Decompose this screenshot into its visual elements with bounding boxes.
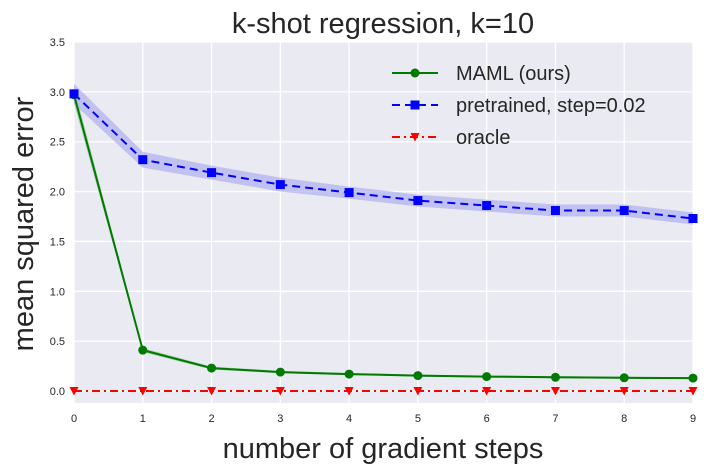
data-point [138, 155, 148, 165]
legend-label: pretrained, step=0.02 [456, 95, 646, 117]
y-axis-label: mean squared error [8, 96, 40, 351]
data-point [275, 387, 285, 396]
x-tick-label: 1 [140, 413, 146, 425]
y-tick-label: 0.5 [50, 336, 65, 348]
x-tick-label: 6 [484, 413, 490, 425]
data-point [550, 387, 560, 396]
data-point [482, 201, 492, 211]
x-tick-label: 7 [552, 413, 558, 425]
data-point [275, 367, 285, 377]
legend-marker [410, 68, 420, 78]
data-point [619, 387, 629, 396]
y-tick-label: 1.5 [50, 236, 65, 248]
data-point [482, 372, 492, 382]
data-point [69, 387, 79, 396]
y-tick-label: 3.0 [50, 87, 65, 99]
legend-marker [410, 100, 420, 110]
data-point [619, 373, 629, 383]
x-tick-label: 2 [208, 413, 214, 425]
data-point [138, 387, 148, 396]
x-axis-label: number of gradient steps [223, 433, 544, 465]
data-point [688, 214, 698, 224]
legend-label: oracle [456, 127, 510, 149]
series-line [73, 94, 694, 380]
x-tick-label: 4 [346, 413, 352, 425]
series-lines [73, 93, 694, 393]
plot-area [74, 42, 693, 403]
x-tick-label: 3 [277, 413, 283, 425]
x-tick-label: 0 [71, 413, 77, 425]
series-line [73, 93, 694, 220]
data-point [69, 89, 79, 99]
x-tick-label: 8 [621, 413, 627, 425]
data-point [207, 168, 217, 178]
y-tick-label: 3.5 [50, 37, 65, 49]
y-tick-label: 2.5 [50, 137, 65, 149]
x-tick-label: 5 [415, 413, 421, 425]
x-tick-label: 9 [690, 413, 696, 425]
y-tick-label: 1.0 [50, 286, 65, 298]
data-point [344, 369, 354, 379]
data-point [138, 345, 148, 355]
data-point [482, 387, 492, 396]
data-point [688, 373, 698, 383]
data-point [619, 206, 629, 216]
data-point [550, 206, 560, 216]
y-tick-labels: 0.0 0.5 1.0 1.5 2.0 2.5 3.0 3.5 [50, 37, 65, 398]
y-tick-label: 2.0 [50, 187, 65, 199]
data-point [344, 387, 354, 396]
data-point [413, 196, 423, 206]
data-point [550, 372, 560, 382]
data-point [207, 387, 217, 396]
data-point [688, 387, 698, 396]
y-tick-label: 0.0 [50, 386, 65, 398]
x-tick-labels: 0 1 2 3 4 5 6 7 8 9 [71, 413, 696, 425]
legend-label: MAML (ours) [456, 63, 571, 85]
data-point [413, 387, 423, 396]
data-point [275, 180, 285, 190]
data-point [344, 188, 354, 198]
chart-title: k-shot regression, k=10 [232, 8, 534, 40]
legend: MAML (ours) pretrained, step=0.02 oracle [392, 63, 646, 149]
data-point [207, 363, 217, 373]
data-point [413, 371, 423, 381]
legend-marker [410, 133, 420, 142]
series-markers [69, 89, 698, 396]
